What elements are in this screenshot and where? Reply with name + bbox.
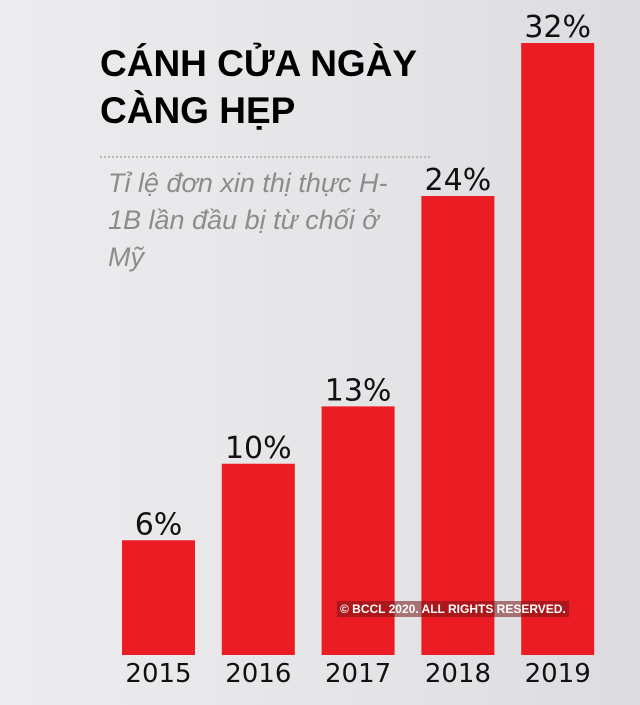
x-tick-label: 2016 [225,659,291,689]
x-tick-label: 2017 [325,659,391,689]
bar [521,43,595,655]
bar [421,196,495,655]
copyright-note: © BCCL 2020. ALL RIGHTS RESERVED. [337,601,569,617]
value-label: 24% [425,163,492,198]
value-label: 6% [135,507,183,542]
divider [100,156,430,158]
chart-subtitle: Tỉ lệ đơn xin thị thực H-1B lần đầu bị t… [108,168,388,272]
x-tick-label: 2015 [125,659,191,689]
value-label: 10% [225,431,292,466]
x-tick-label: 2019 [525,659,591,689]
value-label: 13% [325,373,392,408]
bar [122,540,195,655]
bar [321,406,395,655]
bar [221,463,295,655]
value-label: 32% [524,10,591,45]
x-tick-label: 2018 [425,659,491,689]
chart-title: CÁNH CỬA NGÀY CÀNG HẸP [100,43,417,131]
